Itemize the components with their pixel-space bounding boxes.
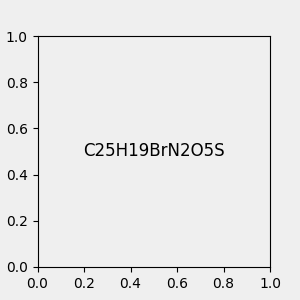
- Text: C25H19BrN2O5S: C25H19BrN2O5S: [83, 142, 225, 160]
